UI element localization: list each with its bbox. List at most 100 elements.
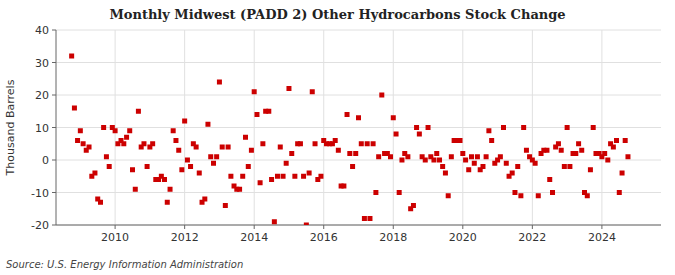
point: [92, 171, 97, 176]
point: [614, 138, 619, 143]
y-axis-label: Thousand Barrels: [4, 79, 17, 176]
point: [228, 174, 233, 179]
x-axis-line: [56, 225, 661, 226]
point: [260, 141, 265, 146]
point: [304, 223, 309, 226]
y-tick-label: -10: [31, 187, 49, 200]
point: [353, 151, 358, 156]
point: [350, 164, 355, 169]
point: [141, 141, 146, 146]
point: [434, 151, 439, 156]
point: [188, 164, 193, 169]
x-grid-line: [184, 30, 185, 225]
x-tick-label: 2014: [240, 231, 268, 244]
point: [605, 158, 610, 163]
point: [437, 158, 442, 163]
point: [136, 109, 141, 114]
point: [544, 148, 549, 153]
point: [214, 154, 219, 159]
point: [254, 112, 259, 117]
point: [362, 216, 367, 221]
point: [486, 128, 491, 133]
y-grid-line: [56, 192, 661, 193]
source-note: Source: U.S. Energy Information Administ…: [6, 259, 243, 270]
point: [272, 219, 277, 224]
x-tick-label: 2018: [379, 231, 407, 244]
point: [423, 158, 428, 163]
point: [104, 154, 109, 159]
x-tick: [601, 225, 602, 229]
chart: 20102012201420162018202020222024-20-1001…: [0, 0, 675, 275]
point: [365, 141, 370, 146]
point: [426, 125, 431, 130]
grid: [56, 30, 661, 225]
point: [281, 174, 286, 179]
point: [518, 193, 523, 198]
point: [394, 132, 399, 137]
point: [197, 171, 202, 176]
point: [399, 158, 404, 163]
point: [559, 148, 564, 153]
point: [510, 171, 515, 176]
point: [266, 109, 271, 114]
point: [220, 145, 225, 150]
point: [489, 138, 494, 143]
point: [379, 93, 384, 98]
point: [446, 193, 451, 198]
point: [310, 89, 315, 94]
y-tick-label: 0: [42, 154, 49, 167]
point: [347, 151, 352, 156]
point: [133, 187, 138, 192]
point: [376, 154, 381, 159]
x-tick-label: 2024: [588, 231, 616, 244]
x-tick-label: 2016: [310, 231, 338, 244]
point: [562, 164, 567, 169]
point: [301, 174, 306, 179]
point: [504, 161, 509, 166]
point: [515, 164, 520, 169]
point: [78, 128, 83, 133]
point: [620, 171, 625, 176]
y-tick: [52, 95, 56, 96]
y-tick: [52, 160, 56, 161]
y-tick-label: -20: [31, 219, 49, 232]
point: [588, 167, 593, 172]
x-tick-label: 2010: [101, 231, 129, 244]
point: [113, 128, 118, 133]
point: [388, 154, 393, 159]
point: [202, 197, 207, 202]
point: [87, 145, 92, 150]
point: [246, 164, 251, 169]
point: [475, 154, 480, 159]
x-grid-line: [532, 30, 533, 225]
point: [431, 158, 436, 163]
point: [591, 125, 596, 130]
point: [211, 161, 216, 166]
point: [565, 125, 570, 130]
x-tick-label: 2020: [449, 231, 477, 244]
point: [278, 145, 283, 150]
x-tick: [254, 225, 255, 229]
point: [556, 141, 561, 146]
point: [576, 141, 581, 146]
point: [480, 164, 485, 169]
point: [585, 193, 590, 198]
point: [318, 174, 323, 179]
point: [182, 119, 187, 124]
point: [469, 154, 474, 159]
x-tick-label: 2012: [171, 231, 199, 244]
point: [498, 154, 503, 159]
point: [512, 190, 517, 195]
point: [249, 148, 254, 153]
x-tick: [393, 225, 394, 229]
point: [168, 187, 173, 192]
point: [237, 187, 242, 192]
point: [411, 203, 416, 208]
point: [460, 151, 465, 156]
point: [284, 161, 289, 166]
x-tick: [115, 225, 116, 229]
point: [611, 145, 616, 150]
point: [463, 158, 468, 163]
point: [333, 138, 338, 143]
x-grid-line: [393, 30, 394, 225]
